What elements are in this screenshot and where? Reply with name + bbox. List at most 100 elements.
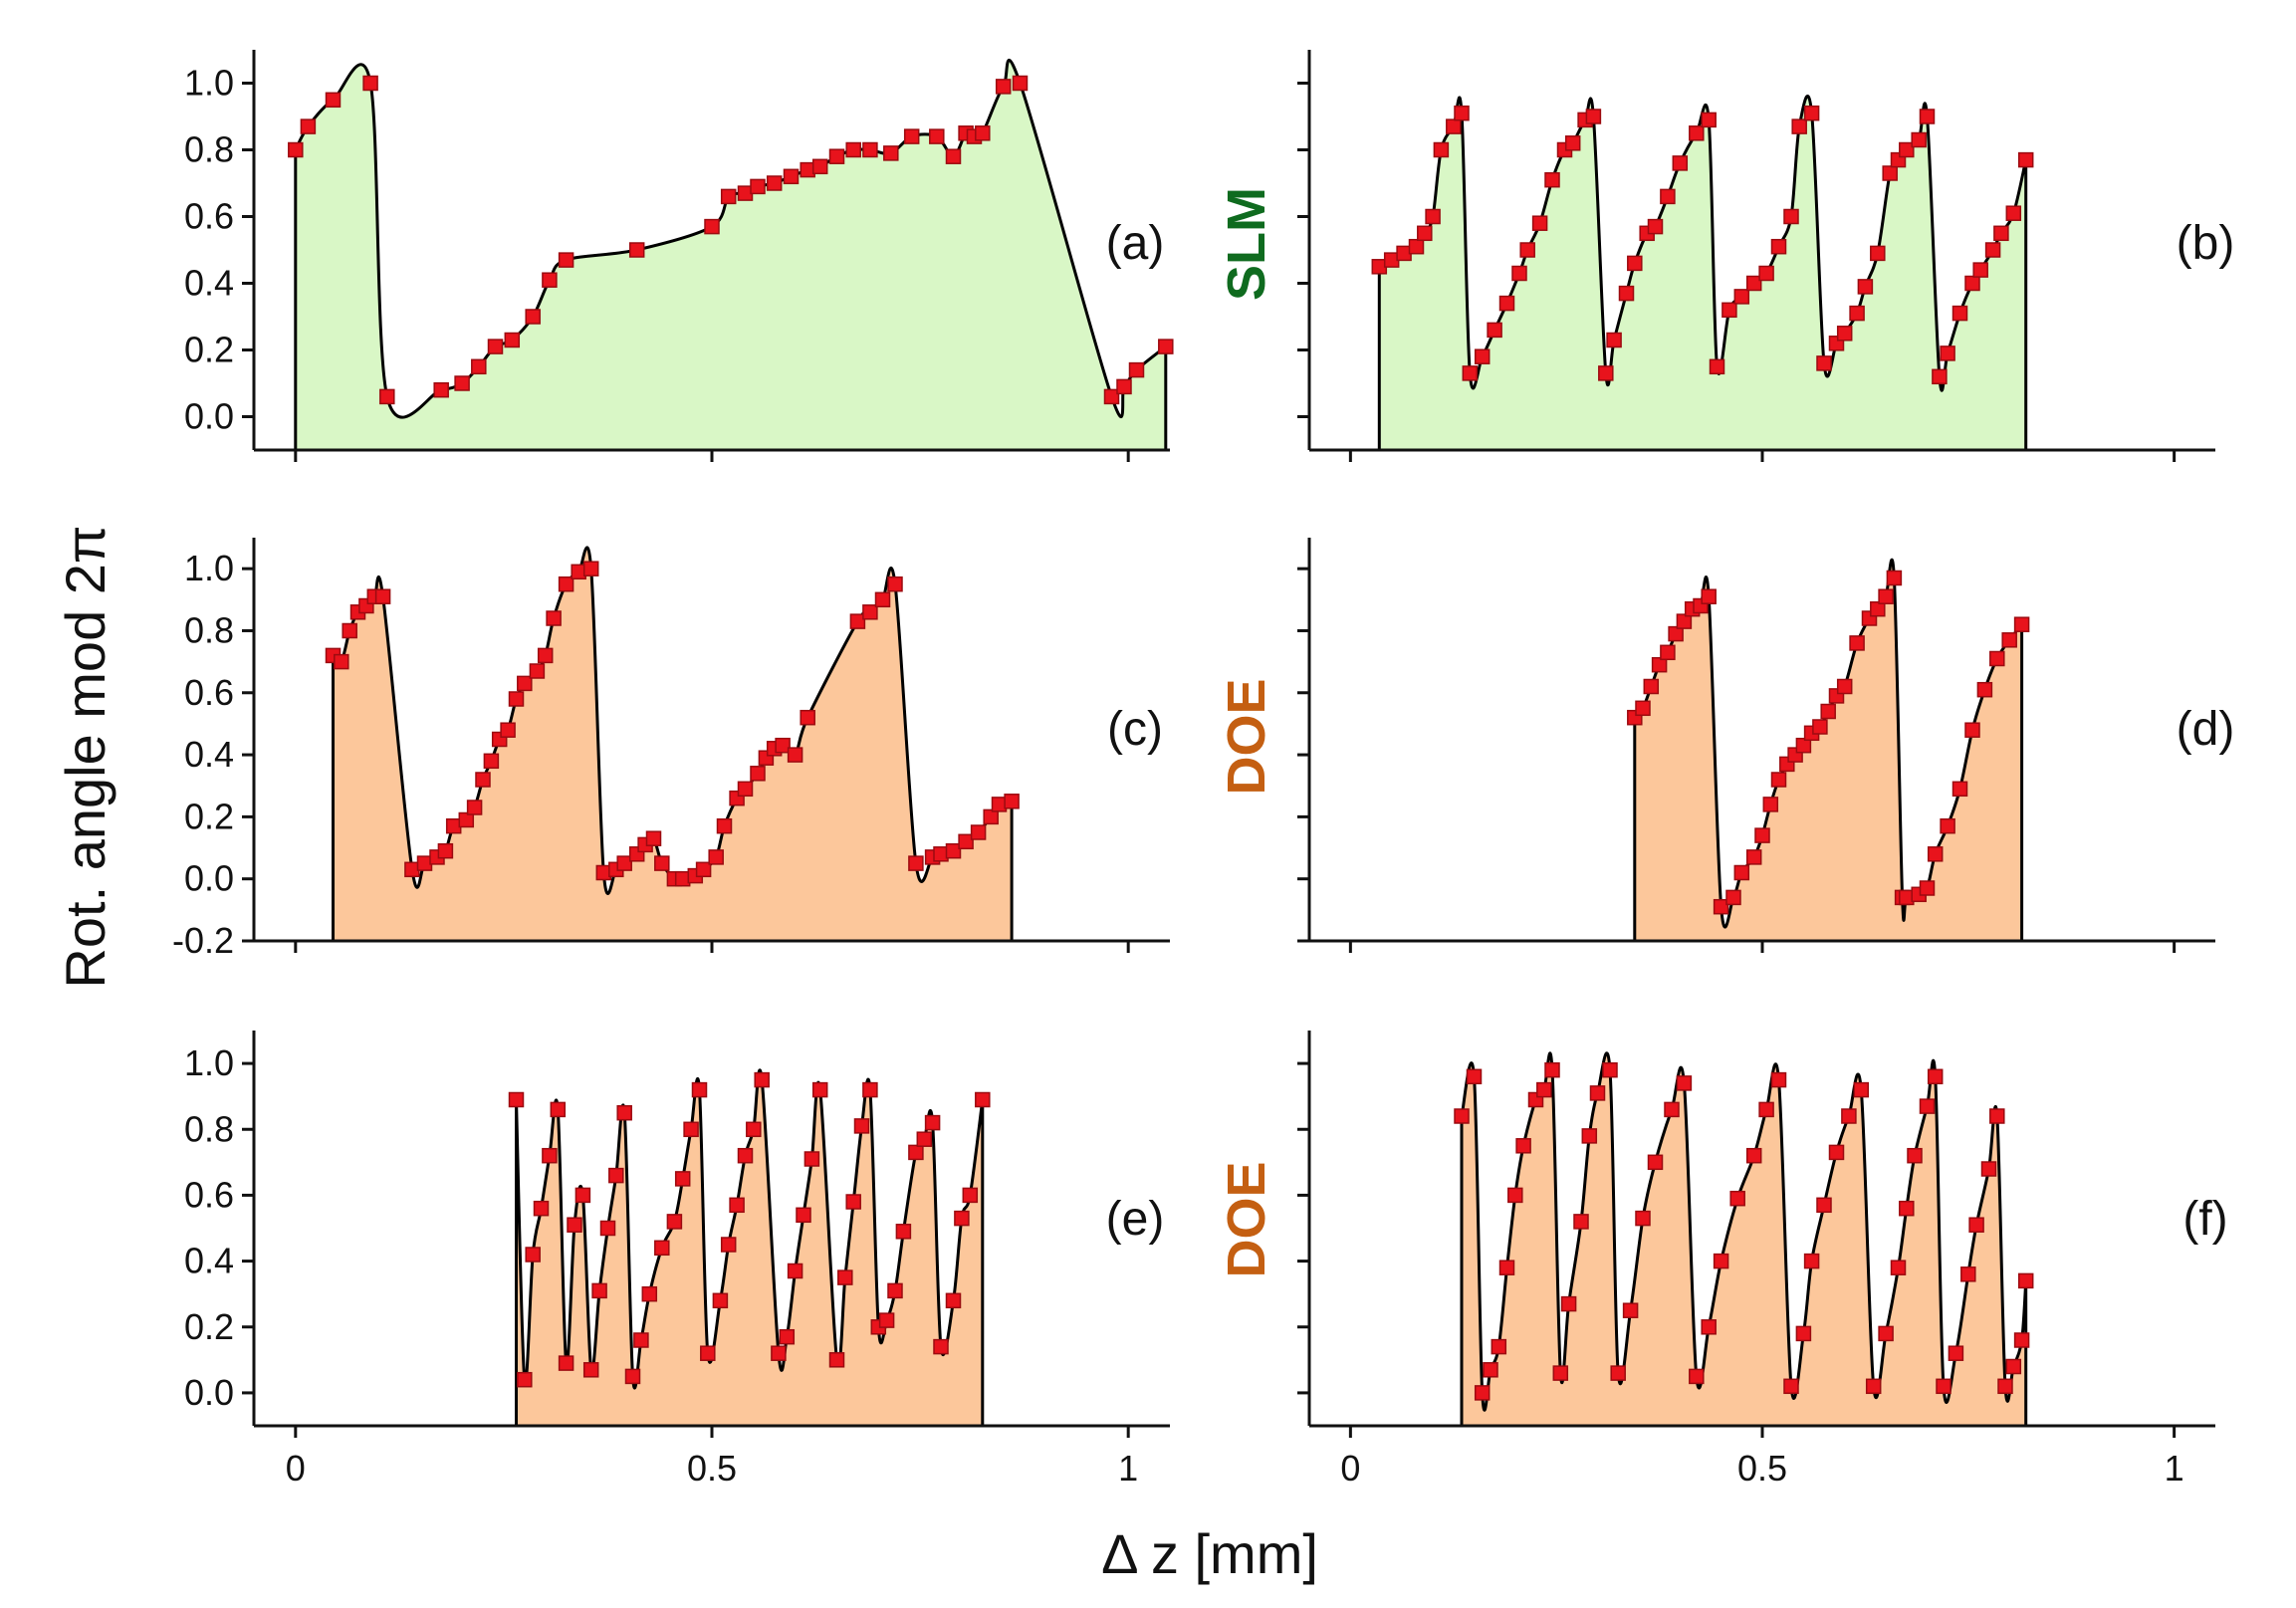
y-tick-label: 0.4 <box>184 1241 234 1281</box>
data-point-marker <box>1713 898 1729 915</box>
data-point-marker <box>666 1214 683 1230</box>
data-point-marker <box>550 1101 567 1118</box>
panel-label: (d) <box>2177 703 2235 756</box>
data-point-marker <box>1948 1345 1964 1361</box>
data-point-marker <box>811 1081 828 1098</box>
data-point-marker <box>1627 255 1643 272</box>
data-point-marker <box>546 610 562 626</box>
y-tick-label: 0.2 <box>184 330 234 370</box>
y-tick-label: 0.0 <box>184 1372 234 1413</box>
data-point-marker <box>654 1240 670 1257</box>
data-point-marker <box>1795 737 1812 754</box>
data-point-marker <box>883 145 899 161</box>
y-tick-label: 0.2 <box>184 796 234 836</box>
data-point-marker <box>1836 326 1853 342</box>
data-point-marker <box>1758 265 1774 282</box>
y-tick-label: 0.8 <box>184 129 234 170</box>
data-point-marker <box>508 691 525 707</box>
data-point-marker <box>633 1332 649 1348</box>
data-point-marker <box>1952 305 1968 322</box>
data-point-marker <box>849 613 866 629</box>
data-point-marker <box>1128 361 1145 378</box>
data-point-marker <box>787 747 804 763</box>
data-point-marker <box>924 1114 941 1131</box>
data-point-marker <box>1927 1068 1944 1085</box>
data-point-marker <box>1622 1302 1639 1318</box>
data-point-marker <box>582 1362 599 1378</box>
data-point-marker <box>1927 846 1944 862</box>
data-point-marker <box>716 817 733 834</box>
x-tick-label: 0.5 <box>687 1448 737 1489</box>
data-point-marker <box>945 148 962 164</box>
x-tick-label: 0 <box>286 1448 306 1489</box>
data-point-marker <box>1507 1187 1523 1204</box>
data-point-marker <box>624 1368 641 1385</box>
data-point-marker <box>2005 205 2022 221</box>
data-point-marker <box>1733 289 1750 305</box>
data-point-marker <box>1812 719 1828 735</box>
data-point-marker <box>887 1282 903 1299</box>
data-point-marker <box>1643 678 1660 695</box>
data-point-marker <box>775 737 791 754</box>
data-point-marker <box>933 1338 949 1355</box>
data-point-marker <box>1581 1128 1598 1144</box>
data-point-marker <box>916 1131 933 1147</box>
data-point-marker <box>517 675 533 692</box>
y-tick-label: 0.8 <box>184 1108 234 1149</box>
data-point-marker <box>1417 225 1433 242</box>
data-point-marker <box>1466 1068 1483 1085</box>
data-point-marker <box>691 1081 708 1098</box>
data-point-marker <box>1676 613 1693 629</box>
data-point-marker <box>970 824 987 840</box>
data-point-marker <box>700 1345 716 1361</box>
data-point-marker <box>342 622 357 639</box>
data-point-marker <box>1103 388 1120 405</box>
data-point-marker <box>325 92 342 109</box>
data-point-marker <box>1882 165 1898 181</box>
data-point-marker <box>1676 1075 1693 1091</box>
data-point-marker <box>300 118 317 134</box>
data-point-marker <box>500 722 516 738</box>
data-point-marker <box>1487 322 1502 339</box>
panel-b: (b) <box>1297 50 2234 462</box>
data-point-marker <box>362 75 378 92</box>
data-point-marker <box>983 808 999 825</box>
data-point-marker <box>1758 1101 1774 1118</box>
data-point-marker <box>1462 365 1479 381</box>
data-point-marker <box>1762 797 1779 812</box>
data-point-marker <box>1770 238 1787 255</box>
data-point-marker <box>1672 155 1689 171</box>
data-point-marker <box>374 588 391 604</box>
panel-label: (c) <box>1107 703 1163 756</box>
data-point-marker <box>1511 265 1527 282</box>
data-point-marker <box>995 79 1012 95</box>
data-point-marker <box>582 561 599 576</box>
data-point-marker <box>2017 1272 2034 1289</box>
data-point-marker <box>2005 1358 2022 1375</box>
data-point-marker <box>1878 1325 1894 1342</box>
y-tick-label: 0.6 <box>184 672 234 713</box>
data-point-marker <box>1964 275 1980 292</box>
data-point-marker <box>1660 188 1676 205</box>
data-point-marker <box>754 1071 770 1088</box>
data-point-marker <box>1408 238 1425 255</box>
data-point-marker <box>454 375 470 391</box>
data-point-marker <box>720 188 737 205</box>
data-point-marker <box>828 1352 845 1368</box>
data-point-marker <box>958 833 974 850</box>
data-point-marker <box>1993 225 2009 242</box>
data-point-marker <box>1536 1081 1552 1098</box>
data-point-marker <box>1618 285 1635 302</box>
data-point-marker <box>862 1081 878 1098</box>
data-point-marker <box>533 1200 550 1217</box>
data-point-marker <box>945 842 962 859</box>
data-point-marker <box>695 861 712 878</box>
data-point-marker <box>1610 1365 1626 1381</box>
panel-label: (e) <box>1106 1193 1165 1246</box>
data-point-marker <box>437 842 454 859</box>
data-point-marker <box>1668 625 1684 642</box>
data-point-marker <box>1498 295 1515 312</box>
data-point-marker <box>787 1263 804 1279</box>
data-point-marker <box>712 1292 729 1309</box>
data-point-marker <box>334 653 349 670</box>
